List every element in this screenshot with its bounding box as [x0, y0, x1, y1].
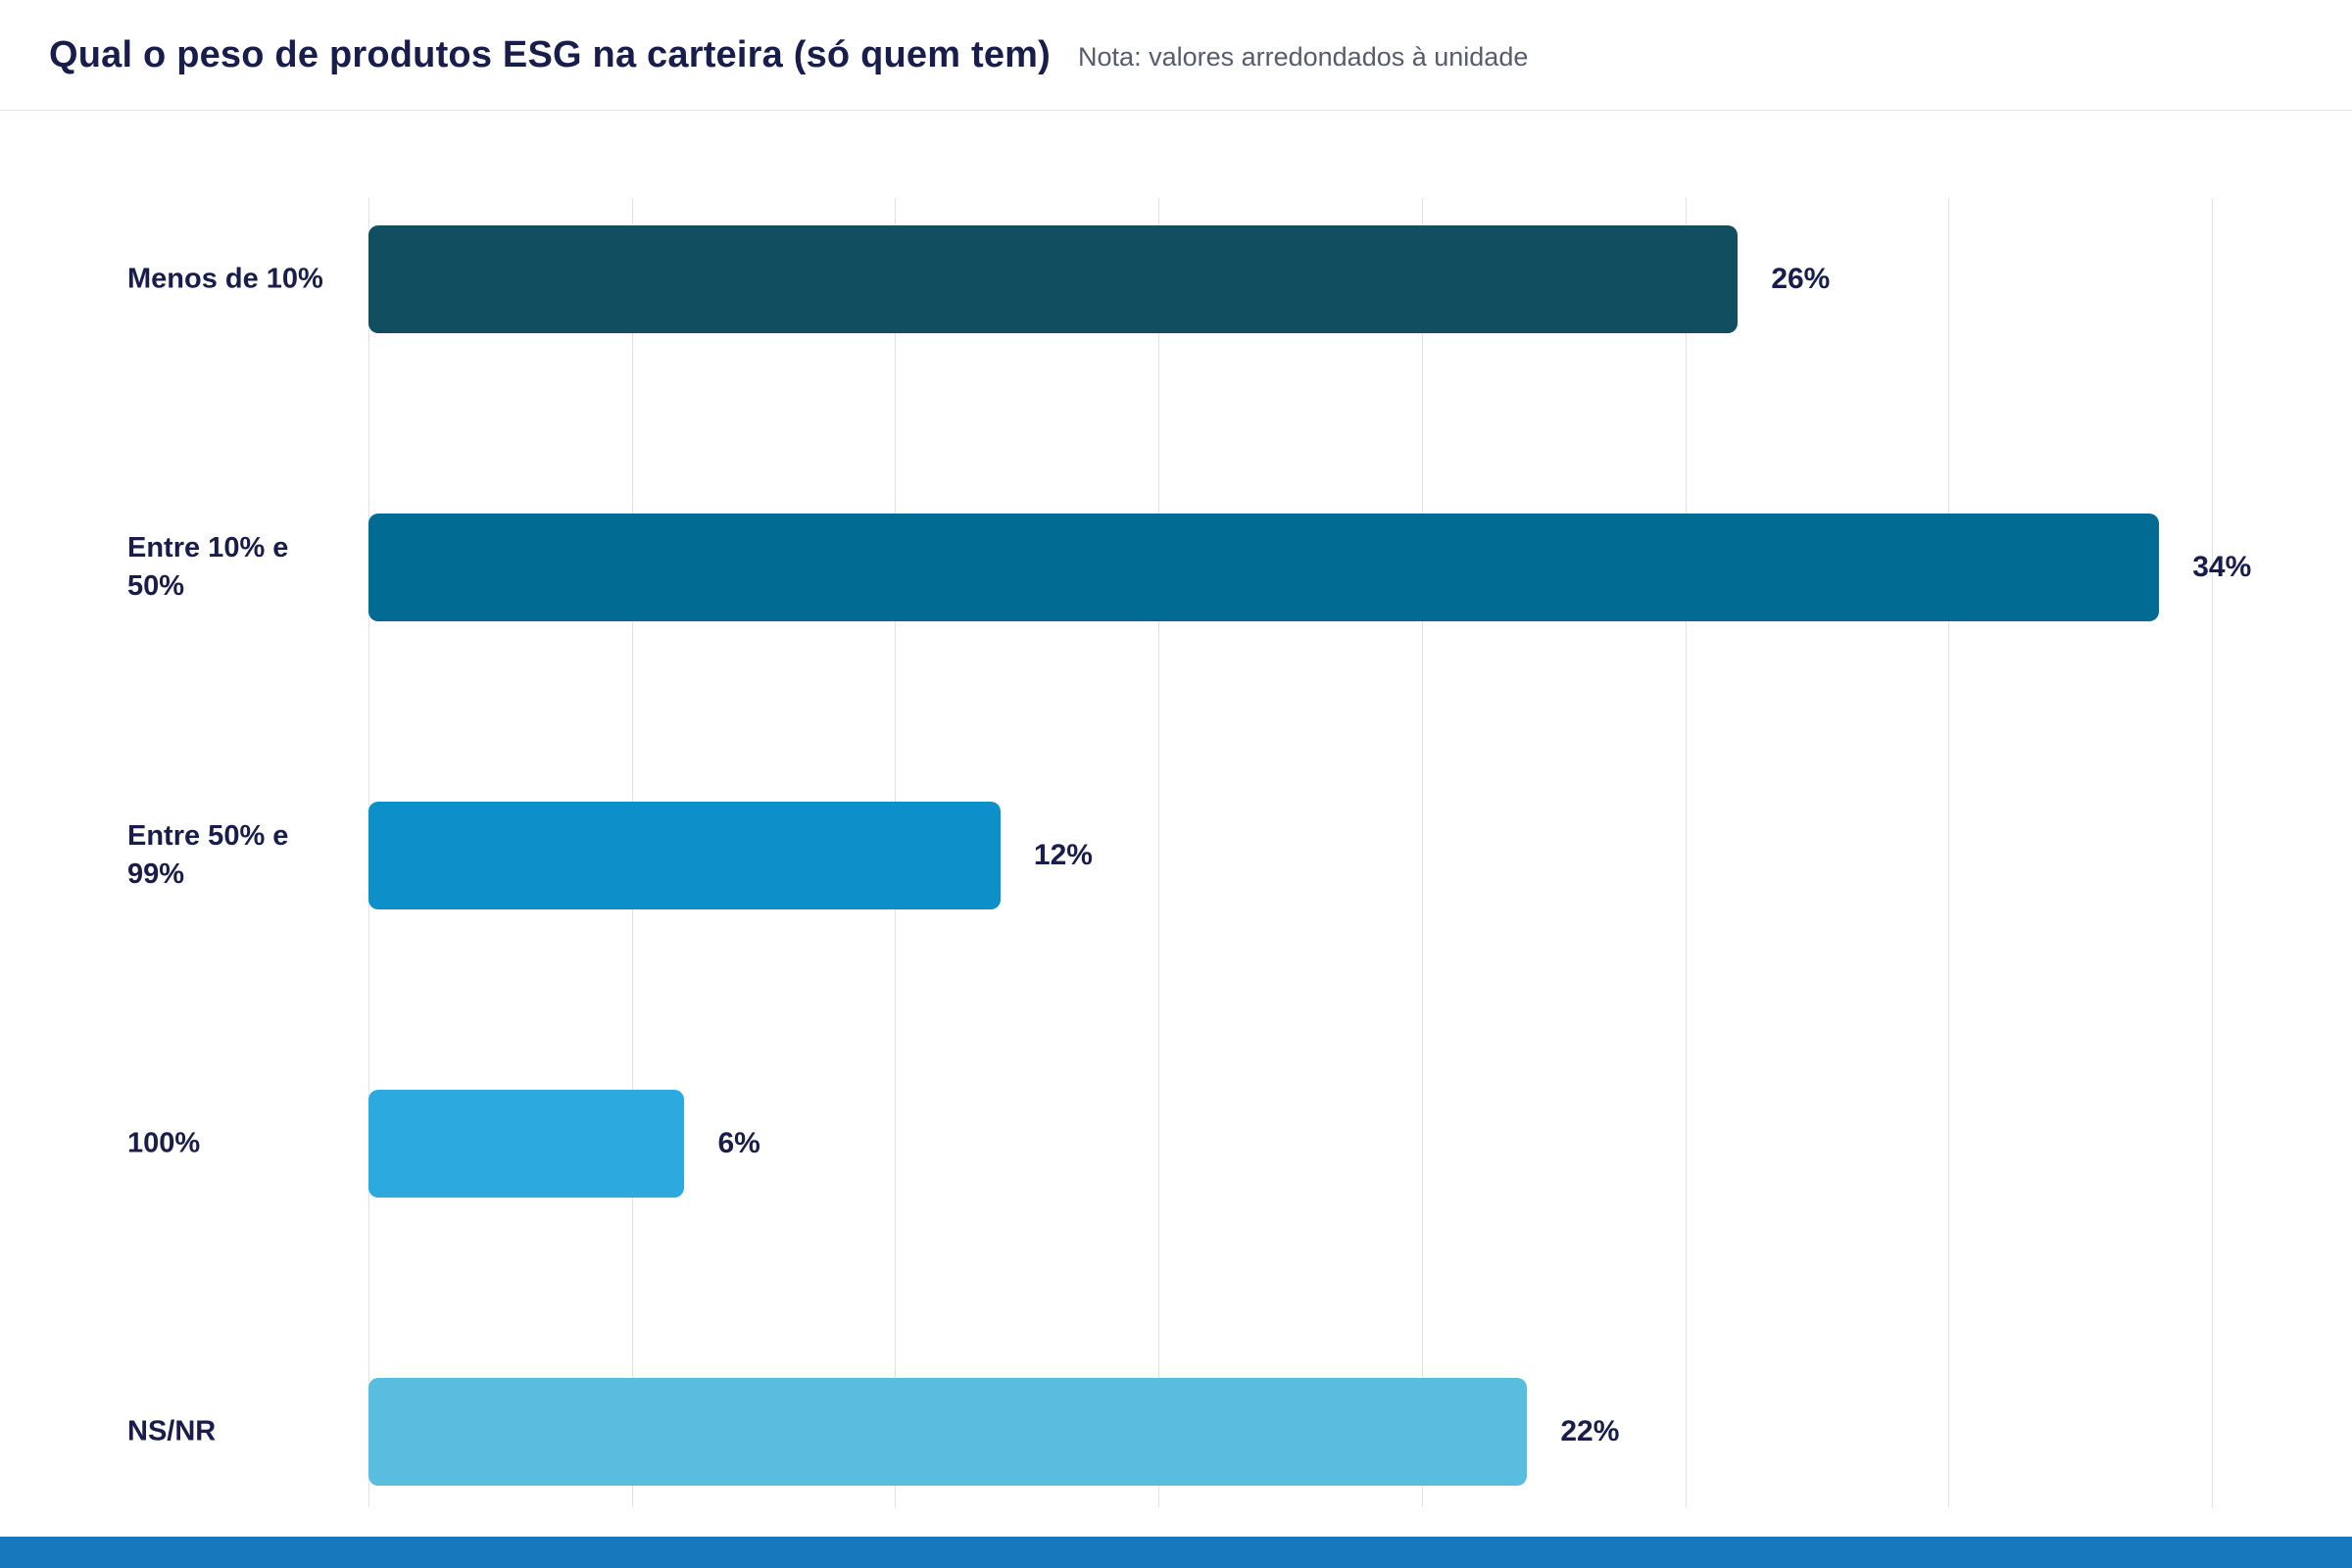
- bar: [368, 1378, 1528, 1486]
- gridline: [1685, 198, 1687, 1507]
- bar-row: Menos de 10% 26%: [0, 225, 2352, 333]
- bar: [368, 225, 1739, 333]
- bar-value-label: 12%: [1033, 839, 1093, 871]
- bar-row: Entre 50% e 99% 12%: [0, 802, 2352, 909]
- bar: [368, 802, 1001, 909]
- footer-accent-bar: [0, 1537, 2352, 1568]
- bar-row: 100% 6%: [0, 1090, 2352, 1198]
- gridline: [2212, 198, 2213, 1507]
- bar-value-label: 6%: [717, 1127, 760, 1159]
- bar-category-label: Entre 10% e 50%: [127, 531, 289, 602]
- chart-header: Qual o peso de produtos ESG na carteira …: [0, 0, 2352, 111]
- gridline: [1421, 198, 1423, 1507]
- gridline: [1158, 198, 1160, 1507]
- bar-chart: Menos de 10% 26% Entre 10% e 50% 34% Ent…: [0, 110, 2352, 1537]
- bar-row: NS/NR 22%: [0, 1378, 2352, 1486]
- bar-category-label: 100%: [127, 1127, 201, 1159]
- chart-note: Nota: valores arredondados à unidade: [1078, 41, 1529, 72]
- bar: [368, 1090, 685, 1198]
- bar-row: Entre 10% e 50% 34%: [0, 514, 2352, 621]
- bar-category-label: Menos de 10%: [127, 263, 323, 295]
- bar-value-label: 34%: [2192, 551, 2252, 583]
- bar-value-label: 22%: [1560, 1415, 1620, 1447]
- gridline: [1948, 198, 1950, 1507]
- bar-value-label: 26%: [1771, 263, 1831, 295]
- bar-category-label: Entre 50% e 99%: [127, 819, 289, 890]
- chart-title: Qual o peso de produtos ESG na carteira …: [49, 33, 1052, 75]
- bar-category-label: NS/NR: [127, 1415, 217, 1447]
- bar: [368, 514, 2160, 621]
